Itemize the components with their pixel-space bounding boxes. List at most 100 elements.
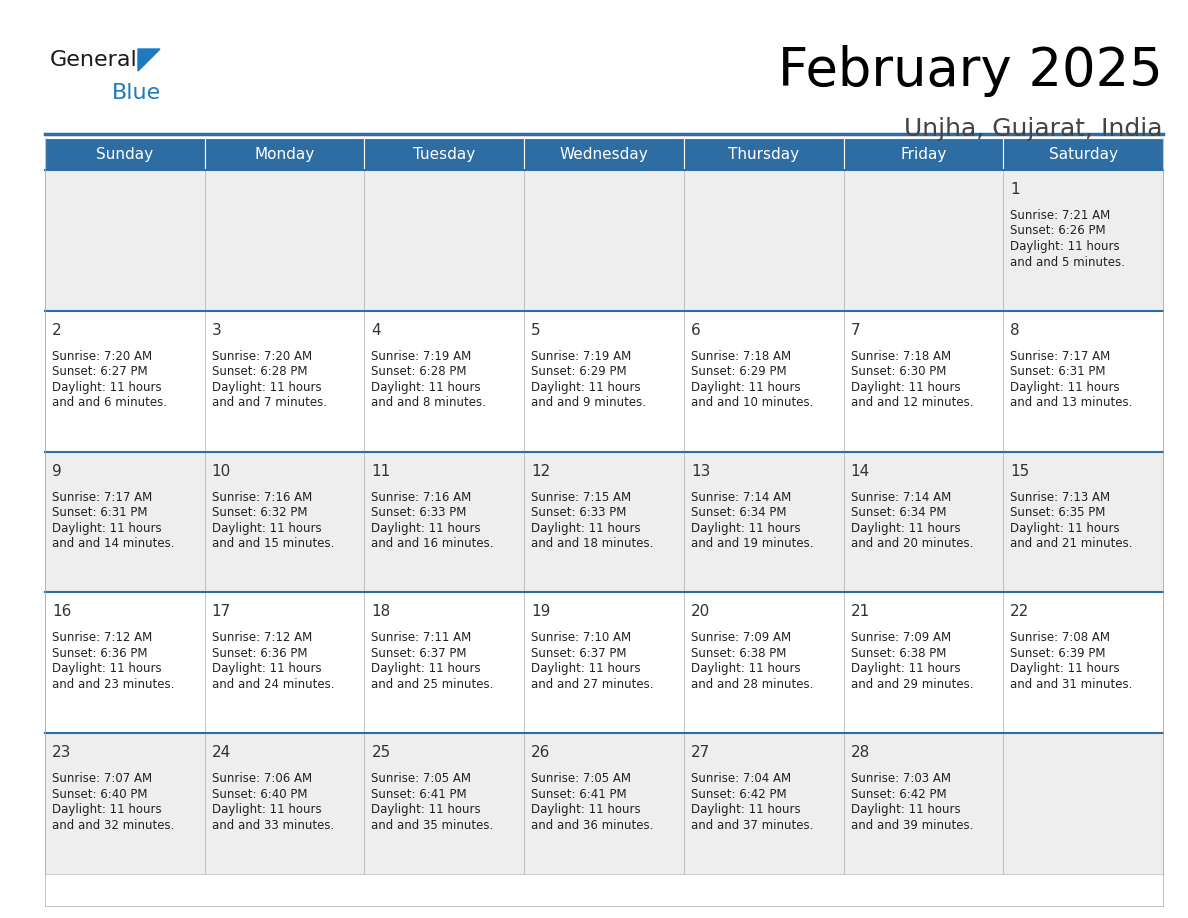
Text: and and 14 minutes.: and and 14 minutes. xyxy=(52,537,175,550)
Bar xyxy=(45,170,204,311)
Text: Sunrise: 7:06 AM: Sunrise: 7:06 AM xyxy=(211,772,311,785)
Text: Sunrise: 7:20 AM: Sunrise: 7:20 AM xyxy=(211,350,311,363)
Polygon shape xyxy=(138,49,160,71)
Text: Daylight: 11 hours: Daylight: 11 hours xyxy=(211,521,321,534)
Text: Saturday: Saturday xyxy=(1049,147,1118,162)
Bar xyxy=(365,170,524,311)
Text: 15: 15 xyxy=(1010,464,1030,478)
Text: Sunset: 6:35 PM: Sunset: 6:35 PM xyxy=(1010,506,1106,519)
Text: 9: 9 xyxy=(52,464,62,478)
Text: 10: 10 xyxy=(211,464,230,478)
Text: 27: 27 xyxy=(691,745,710,760)
Text: Sunset: 6:41 PM: Sunset: 6:41 PM xyxy=(372,788,467,800)
Text: Sunrise: 7:18 AM: Sunrise: 7:18 AM xyxy=(691,350,791,363)
Text: Sunset: 6:34 PM: Sunset: 6:34 PM xyxy=(851,506,946,519)
Text: Sunrise: 7:19 AM: Sunrise: 7:19 AM xyxy=(531,350,631,363)
Bar xyxy=(843,452,1004,592)
Text: Sunset: 6:30 PM: Sunset: 6:30 PM xyxy=(851,365,946,378)
Text: Daylight: 11 hours: Daylight: 11 hours xyxy=(52,521,162,534)
Bar xyxy=(684,452,843,592)
Text: Daylight: 11 hours: Daylight: 11 hours xyxy=(691,803,801,816)
Text: Sunset: 6:38 PM: Sunset: 6:38 PM xyxy=(691,647,786,660)
Text: and and 20 minutes.: and and 20 minutes. xyxy=(851,537,973,550)
Bar xyxy=(204,170,365,311)
Text: Sunset: 6:40 PM: Sunset: 6:40 PM xyxy=(52,788,147,800)
Text: Daylight: 11 hours: Daylight: 11 hours xyxy=(372,381,481,394)
Bar xyxy=(45,138,204,170)
Text: Sunset: 6:40 PM: Sunset: 6:40 PM xyxy=(211,788,308,800)
Bar xyxy=(524,138,684,170)
Text: and and 36 minutes.: and and 36 minutes. xyxy=(531,819,653,832)
Text: Friday: Friday xyxy=(901,147,947,162)
Bar xyxy=(204,733,365,874)
Text: Daylight: 11 hours: Daylight: 11 hours xyxy=(1010,663,1120,676)
Text: 28: 28 xyxy=(851,745,870,760)
Text: and and 37 minutes.: and and 37 minutes. xyxy=(691,819,814,832)
Text: and and 18 minutes.: and and 18 minutes. xyxy=(531,537,653,550)
Text: Sunrise: 7:03 AM: Sunrise: 7:03 AM xyxy=(851,772,950,785)
Text: and and 32 minutes.: and and 32 minutes. xyxy=(52,819,175,832)
Bar xyxy=(1004,311,1163,452)
Bar xyxy=(204,311,365,452)
Bar xyxy=(843,311,1004,452)
Bar xyxy=(365,592,524,733)
Text: Sunrise: 7:04 AM: Sunrise: 7:04 AM xyxy=(691,772,791,785)
Text: Sunset: 6:32 PM: Sunset: 6:32 PM xyxy=(211,506,308,519)
Text: and and 6 minutes.: and and 6 minutes. xyxy=(52,397,168,409)
Bar xyxy=(204,592,365,733)
Text: and and 21 minutes.: and and 21 minutes. xyxy=(1010,537,1133,550)
Text: Sunset: 6:33 PM: Sunset: 6:33 PM xyxy=(372,506,467,519)
Text: Daylight: 11 hours: Daylight: 11 hours xyxy=(691,521,801,534)
Bar xyxy=(684,311,843,452)
Text: Daylight: 11 hours: Daylight: 11 hours xyxy=(372,663,481,676)
Text: Wednesday: Wednesday xyxy=(560,147,649,162)
Text: Daylight: 11 hours: Daylight: 11 hours xyxy=(851,663,960,676)
Text: Tuesday: Tuesday xyxy=(413,147,475,162)
Bar xyxy=(684,170,843,311)
Text: 4: 4 xyxy=(372,323,381,338)
Bar xyxy=(843,170,1004,311)
Text: and and 25 minutes.: and and 25 minutes. xyxy=(372,677,494,691)
Bar xyxy=(524,733,684,874)
Text: Sunset: 6:42 PM: Sunset: 6:42 PM xyxy=(851,788,946,800)
Text: Sunrise: 7:12 AM: Sunrise: 7:12 AM xyxy=(52,632,152,644)
Text: Sunrise: 7:09 AM: Sunrise: 7:09 AM xyxy=(851,632,950,644)
Text: Daylight: 11 hours: Daylight: 11 hours xyxy=(851,803,960,816)
Text: and and 19 minutes.: and and 19 minutes. xyxy=(691,537,814,550)
Text: Monday: Monday xyxy=(254,147,315,162)
Text: 6: 6 xyxy=(691,323,701,338)
Text: Sunrise: 7:09 AM: Sunrise: 7:09 AM xyxy=(691,632,791,644)
Text: Sunrise: 7:21 AM: Sunrise: 7:21 AM xyxy=(1010,209,1111,222)
Text: and and 35 minutes.: and and 35 minutes. xyxy=(372,819,494,832)
Bar xyxy=(45,592,204,733)
Text: and and 10 minutes.: and and 10 minutes. xyxy=(691,397,814,409)
Text: and and 5 minutes.: and and 5 minutes. xyxy=(1010,255,1125,268)
Text: Sunrise: 7:12 AM: Sunrise: 7:12 AM xyxy=(211,632,312,644)
Text: Sunset: 6:38 PM: Sunset: 6:38 PM xyxy=(851,647,946,660)
Text: 3: 3 xyxy=(211,323,221,338)
Text: Sunrise: 7:13 AM: Sunrise: 7:13 AM xyxy=(1010,490,1111,504)
Text: and and 28 minutes.: and and 28 minutes. xyxy=(691,677,814,691)
Text: Sunset: 6:41 PM: Sunset: 6:41 PM xyxy=(531,788,627,800)
Text: Daylight: 11 hours: Daylight: 11 hours xyxy=(691,381,801,394)
Text: Sunset: 6:29 PM: Sunset: 6:29 PM xyxy=(691,365,786,378)
Text: Unjha, Gujarat, India: Unjha, Gujarat, India xyxy=(904,117,1163,141)
Text: Sunrise: 7:05 AM: Sunrise: 7:05 AM xyxy=(372,772,472,785)
Text: Sunset: 6:34 PM: Sunset: 6:34 PM xyxy=(691,506,786,519)
Text: 11: 11 xyxy=(372,464,391,478)
Text: Daylight: 11 hours: Daylight: 11 hours xyxy=(1010,240,1120,253)
Text: Sunrise: 7:05 AM: Sunrise: 7:05 AM xyxy=(531,772,631,785)
Text: Sunday: Sunday xyxy=(96,147,153,162)
Text: Daylight: 11 hours: Daylight: 11 hours xyxy=(211,663,321,676)
Text: 21: 21 xyxy=(851,604,870,620)
Bar xyxy=(843,138,1004,170)
Text: Daylight: 11 hours: Daylight: 11 hours xyxy=(851,521,960,534)
Text: and and 15 minutes.: and and 15 minutes. xyxy=(211,537,334,550)
Text: Daylight: 11 hours: Daylight: 11 hours xyxy=(531,521,640,534)
Bar xyxy=(684,592,843,733)
Text: Sunrise: 7:19 AM: Sunrise: 7:19 AM xyxy=(372,350,472,363)
Text: General: General xyxy=(50,50,138,70)
Text: Sunset: 6:28 PM: Sunset: 6:28 PM xyxy=(211,365,308,378)
Text: 2: 2 xyxy=(52,323,62,338)
Bar xyxy=(365,733,524,874)
